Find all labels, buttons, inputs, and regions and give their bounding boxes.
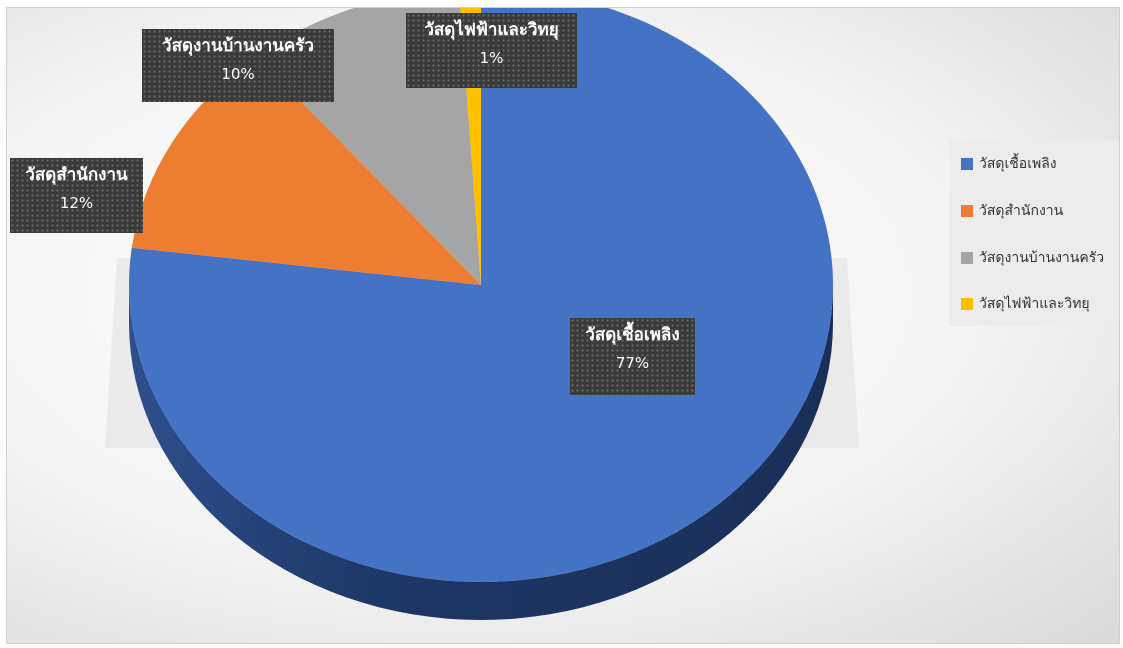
data-label-percent: 12% — [59, 194, 94, 212]
legend-swatch — [961, 252, 973, 264]
legend-swatch — [961, 298, 973, 310]
pie-slice-2 — [131, 56, 481, 286]
data-label-percent: 10% — [221, 65, 255, 83]
legend-swatch — [961, 205, 973, 217]
legend-item: วัสดุไฟฟ้าและวิทยุ — [961, 294, 1090, 314]
data-label-office: วัสดุสำนักงาน 12% — [10, 158, 143, 233]
data-label-electrical: วัสดุไฟฟ้าและวิทยุ 1% — [406, 13, 577, 88]
legend-label: วัสดุเชื้อเพลิง — [979, 156, 1057, 172]
legend-swatch — [961, 158, 973, 170]
legend: วัสดุเชื้อเพลิง วัสดุสำนักงาน วัสดุงานบ้… — [949, 140, 1119, 326]
data-label-category: วัสดุงานบ้านงานครัว — [162, 36, 314, 56]
data-label-category: วัสดุเชื้อเพลิง — [585, 325, 680, 345]
pie-slice-1 — [129, 8, 833, 582]
legend-label: วัสดุไฟฟ้าและวิทยุ — [979, 296, 1090, 312]
data-label-fuel: วัสดุเชื้อเพลิง 77% — [570, 318, 695, 395]
legend-item: วัสดุสำนักงาน — [961, 201, 1063, 221]
data-label-household: วัสดุงานบ้านงานครัว 10% — [142, 29, 334, 102]
legend-item: วัสดุงานบ้านงานครัว — [961, 248, 1104, 268]
data-label-percent: 1% — [479, 49, 504, 67]
legend-label: วัสดุสำนักงาน — [979, 203, 1064, 219]
chart-area: วัสดุเชื้อเพลิง 77% วัสดุสำนักงาน 12% วั… — [6, 7, 1120, 644]
legend-label: วัสดุงานบ้านงานครัว — [979, 250, 1105, 266]
data-label-category: วัสดุสำนักงาน — [25, 165, 128, 185]
data-label-percent: 77% — [615, 354, 650, 372]
pie-chart — [105, 8, 859, 620]
legend-item: วัสดุเชื้อเพลิง — [961, 154, 1057, 174]
data-label-category: วัสดุไฟฟ้าและวิทยุ — [424, 20, 559, 40]
